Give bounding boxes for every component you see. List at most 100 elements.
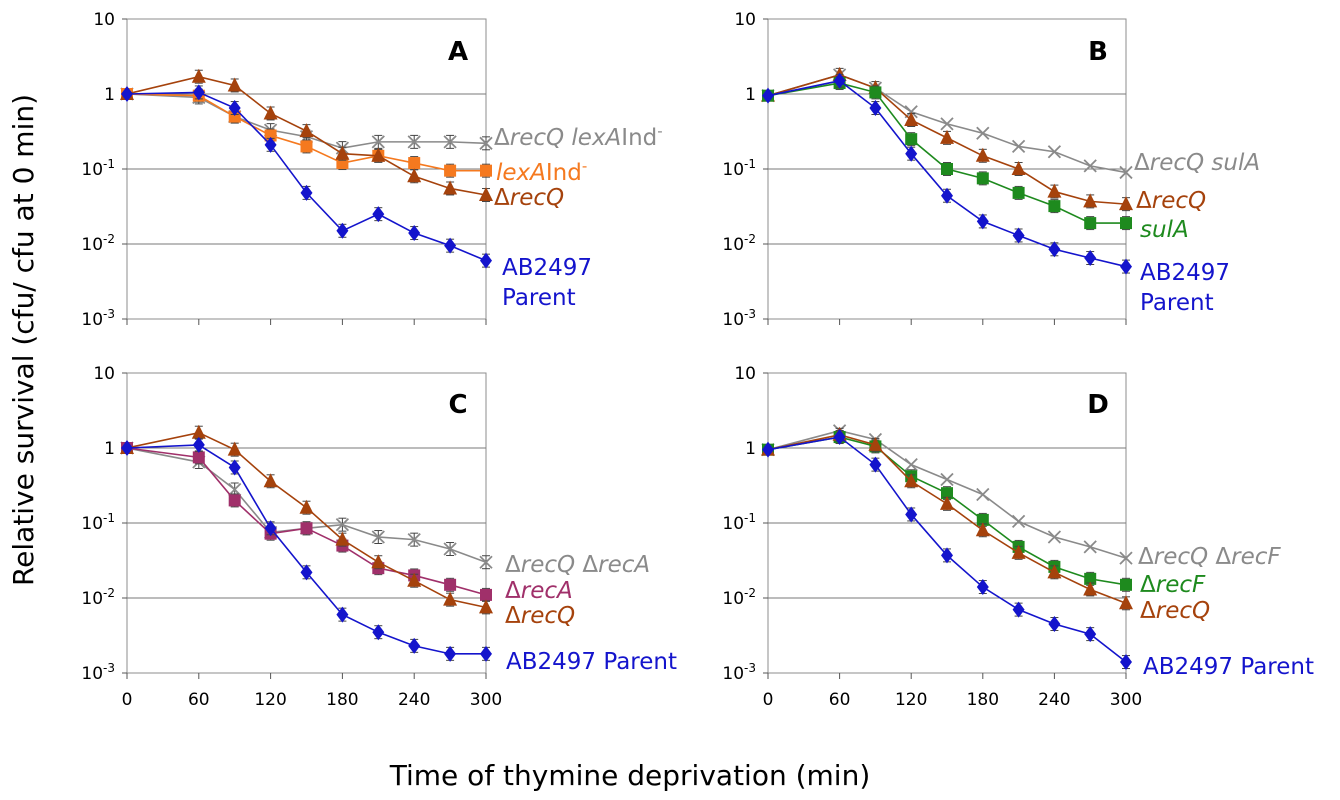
series-label: ΔrecQ — [494, 185, 564, 211]
data-point — [1120, 578, 1132, 591]
y-tick-label: 10-2 — [722, 586, 756, 609]
series-label: sulA — [1140, 217, 1189, 243]
data-point — [228, 494, 241, 507]
y-tick-label: 1 — [104, 439, 115, 459]
data-point — [1048, 200, 1061, 213]
series-label: lexAInd- — [496, 157, 587, 186]
panel-a: 10-3 10-2 10-1 1 10 A ΔrecQ lexAInd-lexAInd-Δr… — [81, 10, 662, 330]
y-tick-label: 1 — [104, 85, 115, 105]
x-tick-label: 180 — [326, 690, 358, 710]
series-label: ΔrecF — [1140, 572, 1206, 598]
series-path — [767, 436, 1127, 586]
series-label: AB2497 — [1140, 260, 1230, 286]
data-point — [1084, 250, 1097, 267]
data-point — [905, 133, 918, 146]
data-point — [191, 68, 206, 83]
data-point — [479, 136, 493, 150]
data-point — [940, 129, 954, 144]
data-point — [1120, 217, 1132, 230]
data-point — [904, 112, 919, 127]
data-point — [480, 252, 492, 269]
data-point — [407, 533, 421, 547]
y-tick-label: 1 — [745, 85, 756, 105]
data-point — [1047, 145, 1062, 159]
panel-letter: C — [448, 390, 467, 420]
data-point — [371, 530, 385, 544]
data-point — [300, 184, 313, 201]
series-label: ΔrecQ — [1136, 188, 1206, 214]
series-path — [767, 429, 1127, 559]
data-point — [121, 440, 133, 456]
series-path — [126, 431, 487, 609]
series-line: AB2497 Parent — [762, 72, 1230, 316]
data-point — [371, 147, 386, 162]
series-label: AB2497 Parent — [1143, 654, 1314, 680]
data-point — [1011, 139, 1026, 154]
series-path — [126, 75, 487, 196]
data-point — [300, 522, 313, 535]
x-axis-title: Time of thymine deprivation (min) — [389, 759, 871, 792]
series-line: ΔrecF — [762, 430, 1206, 598]
data-point — [299, 499, 314, 514]
series-label: ΔrecQ lexAInd- — [494, 122, 663, 151]
data-point — [192, 84, 205, 101]
data-point — [480, 588, 492, 601]
data-point — [335, 531, 350, 546]
data-point — [335, 145, 350, 160]
data-point — [904, 458, 918, 472]
x-tick-label: 180 — [967, 690, 999, 710]
data-point — [479, 555, 493, 569]
data-point — [228, 100, 241, 117]
data-point — [479, 187, 493, 202]
data-point — [976, 126, 990, 140]
data-point — [869, 86, 882, 99]
data-point — [227, 441, 242, 456]
data-point — [869, 456, 882, 473]
data-point — [444, 578, 457, 591]
data-point — [264, 136, 277, 153]
series-path — [767, 436, 1127, 663]
series-line: ΔrecQ — [120, 68, 564, 211]
data-point — [1084, 217, 1097, 230]
y-tick-label: 10-3 — [722, 307, 756, 330]
data-point — [1119, 196, 1133, 211]
panel-c: 10-3 10-2 10-1 1 10 0 60 120 180 240 300 C ΔrecQ Δre… — [81, 364, 677, 710]
data-point — [191, 424, 206, 439]
panel-letter: D — [1087, 390, 1109, 420]
data-point — [1048, 241, 1061, 258]
data-point — [976, 513, 989, 526]
series-label: AB2497 — [502, 255, 592, 281]
x-tick-label: 120 — [895, 690, 927, 710]
data-point — [1011, 514, 1026, 529]
data-point — [336, 222, 349, 239]
series-label: AB2497 Parent — [506, 649, 677, 675]
y-tick-label: 10-3 — [81, 307, 115, 330]
data-point — [833, 72, 846, 89]
data-point — [941, 187, 953, 204]
series-line: ΔrecQ — [120, 424, 575, 629]
data-point — [228, 459, 241, 476]
data-point — [1083, 159, 1097, 173]
data-point — [444, 645, 457, 662]
series-path — [767, 74, 1127, 205]
x-tick-label: 240 — [398, 690, 430, 710]
data-point — [1120, 258, 1132, 275]
y-tick-label: 10-2 — [81, 586, 115, 609]
data-point — [1012, 227, 1025, 244]
x-tick-label: 240 — [1038, 690, 1070, 710]
series-path — [126, 444, 486, 655]
series-label-line2: Parent — [502, 285, 576, 311]
data-point — [1012, 186, 1025, 199]
data-point — [1083, 581, 1098, 596]
data-point — [443, 591, 458, 606]
y-tick-label: 10-1 — [81, 157, 115, 180]
data-point — [480, 164, 492, 177]
data-point — [408, 157, 421, 170]
y-tick-label: 10-1 — [81, 511, 115, 534]
data-point — [1084, 572, 1097, 585]
y-tick-label: 10-3 — [81, 661, 115, 684]
series-path — [126, 93, 486, 172]
data-point — [941, 487, 953, 500]
data-point — [975, 147, 990, 162]
